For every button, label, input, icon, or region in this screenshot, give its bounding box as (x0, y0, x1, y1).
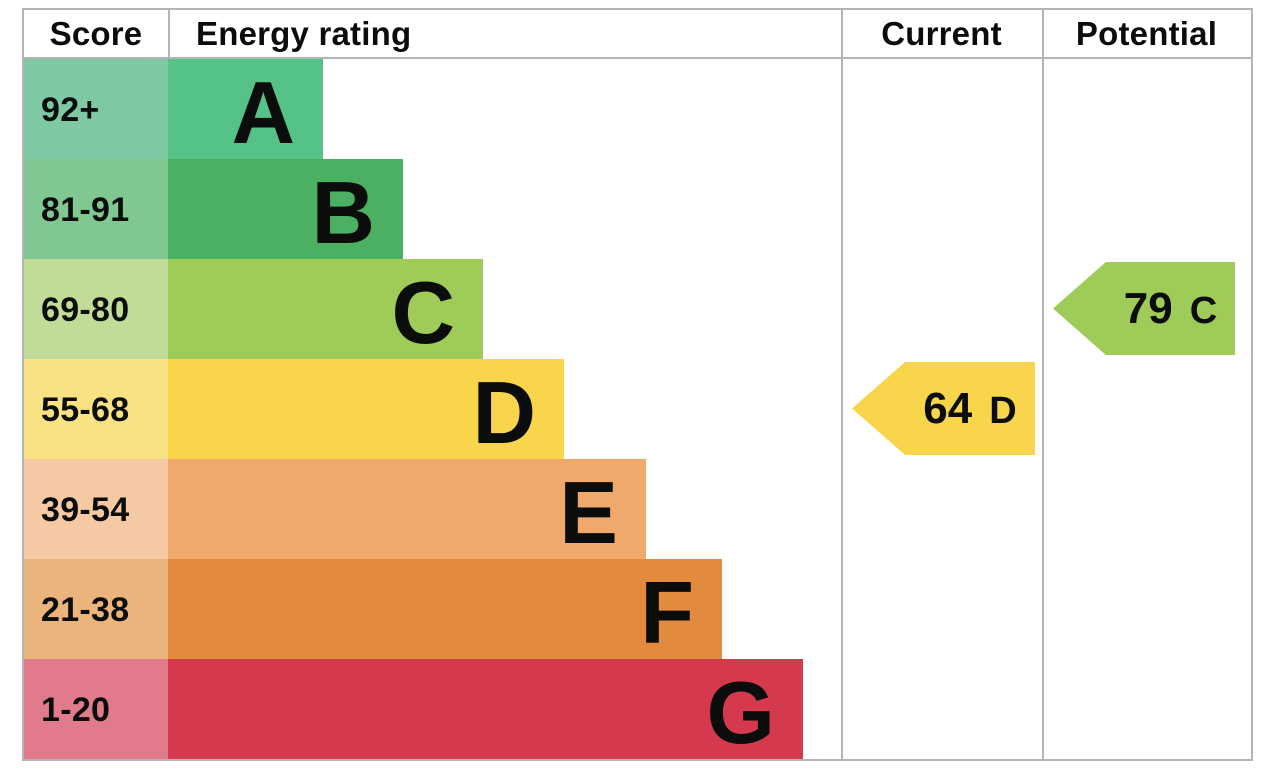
rating-bar: E (168, 459, 646, 559)
rating-bar: A (168, 59, 323, 159)
current-column-divider (841, 10, 843, 759)
score-range-label: 21-38 (41, 590, 130, 629)
rating-bar: B (168, 159, 403, 259)
potential-score-value: 79 (1123, 283, 1173, 333)
table-header-row: Score Energy rating Current Potential (24, 10, 1251, 59)
band-letter: F (640, 563, 694, 662)
epc-rating-table: Score Energy rating Current Potential 92… (22, 8, 1253, 761)
current-column-header: Current (881, 14, 1002, 52)
band-letter: A (231, 63, 295, 162)
header-divider (168, 10, 170, 57)
rating-bar: G (168, 659, 803, 759)
band-row-g: 1-20 G (24, 659, 1251, 759)
band-row-c: 69-80 C (24, 259, 1251, 359)
current-score-value: 64 (923, 383, 973, 433)
potential-band-letter: C (1189, 289, 1218, 332)
score-cell: 39-54 (24, 459, 168, 559)
rating-bar: D (168, 359, 564, 459)
score-range-label: 1-20 (41, 690, 111, 729)
score-range-label: 69-80 (41, 290, 130, 329)
band-row-f: 21-38 F (24, 559, 1251, 659)
score-range-label: 55-68 (41, 390, 130, 429)
band-letter: E (559, 463, 618, 562)
band-letter: G (706, 663, 775, 762)
score-cell: 55-68 (24, 359, 168, 459)
score-cell: 21-38 (24, 559, 168, 659)
score-range-label: 39-54 (41, 490, 130, 529)
band-row-a: 92+ A (24, 59, 1251, 159)
score-column-header: Score (49, 14, 143, 52)
band-letter: D (472, 363, 536, 462)
rating-bar: F (168, 559, 722, 659)
score-cell: 1-20 (24, 659, 168, 759)
score-cell: 92+ (24, 59, 168, 159)
current-rating-label: 64 D (870, 384, 1016, 434)
band-row-b: 81-91 B (24, 159, 1251, 259)
current-band-letter: D (989, 389, 1017, 432)
potential-column-divider (1042, 10, 1044, 759)
score-range-label: 92+ (41, 90, 100, 129)
energy-rating-column-header: Energy rating (196, 14, 412, 52)
band-letter: B (311, 163, 375, 262)
rating-bands: 92+ A 81-91 B 69-80 C (24, 59, 1251, 759)
band-row-d: 55-68 D (24, 359, 1251, 459)
band-row-e: 39-54 E (24, 459, 1251, 559)
potential-rating-label: 79 C (1071, 284, 1217, 334)
score-cell: 81-91 (24, 159, 168, 259)
rating-bar: C (168, 259, 483, 359)
potential-column-header: Potential (1075, 14, 1218, 52)
band-letter: C (391, 263, 455, 362)
score-range-label: 81-91 (41, 190, 130, 229)
score-cell: 69-80 (24, 259, 168, 359)
